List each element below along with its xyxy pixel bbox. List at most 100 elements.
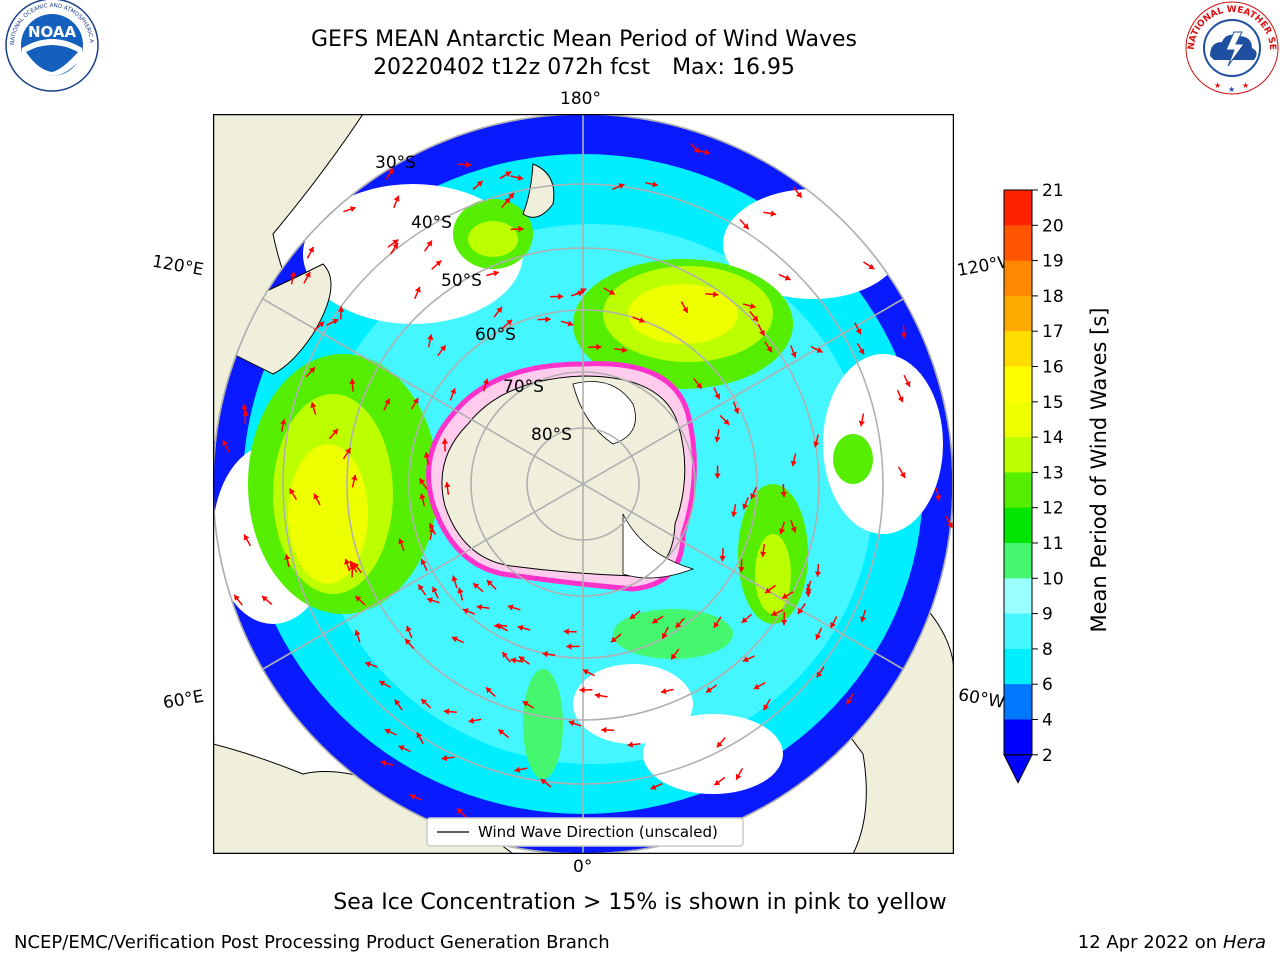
chart-subtitle: 20220402 t12z 072h fcst Max: 16.95 — [0, 55, 1168, 80]
wave-arrow-head — [508, 192, 515, 199]
wave-arrow-head — [379, 680, 386, 687]
wave-arrow-head — [738, 567, 745, 573]
wave-arrow-head — [451, 575, 458, 582]
wave-arrow-head — [310, 402, 317, 408]
wave-arrow-head — [714, 621, 720, 628]
colorbar-tick-label: 6 — [1042, 675, 1053, 695]
wave-arrow-head — [816, 671, 823, 678]
wave-arrow-head — [675, 622, 682, 628]
wave-arrow-head — [652, 617, 659, 624]
wave-arrow-head — [935, 495, 942, 501]
lat-label: 60°S — [475, 325, 516, 345]
wave-arrow-head — [714, 779, 721, 786]
wave-arrow-head — [432, 586, 438, 593]
wave-arrow-head — [608, 289, 615, 295]
wave-arrow-head — [476, 604, 483, 611]
wave-arrow-head — [742, 503, 749, 510]
wave-arrow-head — [493, 270, 499, 277]
wave-arrow-head — [790, 460, 797, 467]
wave-arrow-head — [380, 760, 387, 766]
wave-arrow-head — [858, 348, 865, 355]
wave-arrow-head — [771, 610, 778, 617]
wave-arrow-head — [421, 699, 428, 705]
wave-arrow-head — [486, 580, 493, 586]
sea-ice-caption: Sea Ice Concentration > 15% is shown in … — [333, 890, 947, 915]
wave-arrow-head — [723, 418, 730, 425]
colorbar-tick-label: 13 — [1042, 463, 1064, 483]
wave-arrow-head — [510, 657, 517, 664]
colorbar-tick-label: 21 — [1042, 181, 1064, 201]
wave-arrow-head — [830, 622, 836, 628]
colorbar-swatch — [1004, 437, 1032, 473]
wave-arrow-head — [261, 596, 268, 602]
wave-arrow-head — [671, 653, 677, 660]
wave-arrow-head — [567, 320, 574, 327]
wave-arrow-head — [858, 420, 865, 427]
colorbar-swatch — [1004, 295, 1032, 332]
wave-arrow-head — [423, 452, 430, 458]
wave-arrow-head — [517, 174, 524, 181]
footer-date: 12 Apr 2022 on Hera — [1078, 932, 1266, 953]
colorbar-tick-label: 18 — [1042, 287, 1064, 307]
wave-arrow-head — [522, 701, 529, 707]
wave-arrow-head — [714, 436, 721, 443]
wave-arrow-head — [904, 380, 911, 387]
wave-arrow-head — [540, 779, 547, 785]
colorbar-swatch — [1004, 684, 1032, 720]
wave-arrow-head — [234, 594, 240, 601]
wave-arrow-head — [393, 195, 400, 202]
graticule — [213, 114, 953, 854]
noaa-logo: NATIONAL OCEANIC AND ATMOSPHERIC ADMINIS… — [0, 0, 99, 92]
wave-arrow-head — [714, 473, 721, 479]
wave-arrow-head — [765, 587, 771, 594]
wave-arrow-head — [354, 630, 361, 636]
wave-arrow-head — [716, 741, 723, 748]
wave-arrow-head — [313, 493, 320, 500]
colorbar-extend-arrow — [1003, 754, 1033, 784]
colorbar-swatch — [1004, 190, 1032, 226]
colorbar-swatch — [1004, 507, 1032, 544]
lon-label-120e: 120°E — [150, 251, 206, 281]
wave-arrow-head — [797, 608, 804, 614]
lat-label: 80°S — [531, 425, 572, 445]
chart-title: GEFS MEAN Antarctic Mean Period of Wind … — [311, 27, 857, 52]
wave-arrow-head — [750, 493, 756, 500]
lon-label-180: 180° — [560, 89, 601, 109]
wave-arrow-head — [241, 403, 248, 410]
wave-arrow-head — [742, 656, 749, 662]
wave-arrow-head — [780, 491, 787, 497]
wave-arrow-head — [418, 584, 424, 591]
svg-text:★: ★ — [1214, 81, 1221, 90]
wave-arrow-head — [518, 656, 525, 662]
wave-arrow-head — [416, 732, 423, 739]
colorbar-swatch — [1004, 719, 1032, 756]
wave-arrow-head — [506, 319, 513, 326]
colorbar-tick-label: 4 — [1042, 711, 1053, 731]
wave-arrow-head — [392, 239, 399, 246]
wave-arrow-head — [652, 181, 658, 188]
wave-arrow-head — [660, 688, 667, 695]
wave-arrow-head — [815, 633, 822, 640]
footer-machine: Hera — [1222, 932, 1266, 953]
colorbar-tick-label: 9 — [1042, 605, 1053, 625]
colorbar-swatch — [1004, 366, 1032, 403]
wave-arrow-head — [900, 333, 907, 339]
wave-arrow-head — [868, 263, 875, 270]
wave-arrow-head — [388, 168, 394, 175]
colorbar-tick-label: 14 — [1042, 428, 1064, 448]
wave-arrow-head — [365, 661, 371, 668]
lat-label: 40°S — [411, 213, 452, 233]
colorbar-tick-label: 19 — [1042, 252, 1064, 272]
wave-arrow-head — [485, 687, 492, 694]
wave-arrow-head — [502, 652, 508, 658]
wave-arrow-head — [712, 291, 719, 298]
wave-arrow-head — [318, 321, 325, 328]
colorbar-swatch — [1004, 260, 1032, 297]
wave-arrow-head — [545, 316, 551, 323]
wave-arrow-head — [444, 482, 451, 488]
wave-arrow-head — [682, 306, 688, 313]
wave-arrow-head — [693, 147, 700, 153]
wave-arrow-head — [405, 638, 411, 645]
wave-arrow-head — [392, 243, 398, 250]
arrow-legend: Wind Wave Direction (unscaled) — [426, 817, 744, 847]
